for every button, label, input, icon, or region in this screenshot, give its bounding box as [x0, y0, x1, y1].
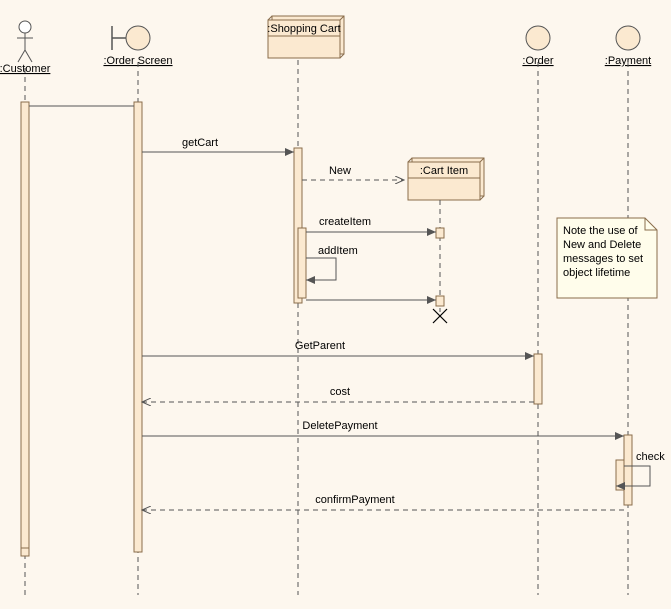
message-label-m_check_self: check	[636, 451, 665, 463]
message-label-m_getCart: getCart	[182, 137, 218, 149]
activation-marker	[21, 548, 29, 556]
note-text: object lifetime	[563, 267, 630, 279]
message-label-m_cost: cost	[330, 386, 350, 398]
message-label-m_addItem_self: addItem	[318, 245, 358, 257]
actor-head-icon	[19, 21, 31, 33]
message-label-m_createItem: createItem	[319, 216, 371, 228]
activation-payment	[624, 435, 632, 505]
control-icon	[526, 26, 550, 50]
object-label-shoppingCart: :Shopping Cart	[267, 23, 340, 35]
message-label-m_deletePayment: DeletePayment	[302, 420, 377, 432]
object-label-cartItem: :Cart Item	[420, 165, 468, 177]
sequence-diagram: :Customer:Order Screen:Shopping Cart:Car…	[0, 0, 671, 609]
activation-order	[534, 354, 542, 404]
activation-cartItem	[436, 228, 444, 238]
note-text: messages to set	[563, 253, 643, 265]
note-text: New and Delete	[563, 239, 641, 251]
message-label-m_getParent: GetParent	[295, 340, 345, 352]
message-label-m_new: New	[329, 165, 351, 177]
boundary-icon	[126, 26, 150, 50]
activation-orderScreen	[134, 102, 142, 552]
activation-customer	[21, 102, 29, 552]
control-icon	[616, 26, 640, 50]
message-label-m_confirmPayment: confirmPayment	[315, 494, 394, 506]
activation-shoppingCart	[298, 228, 306, 298]
note-text: Note the use of	[563, 225, 639, 237]
activation-cartItem	[436, 296, 444, 306]
